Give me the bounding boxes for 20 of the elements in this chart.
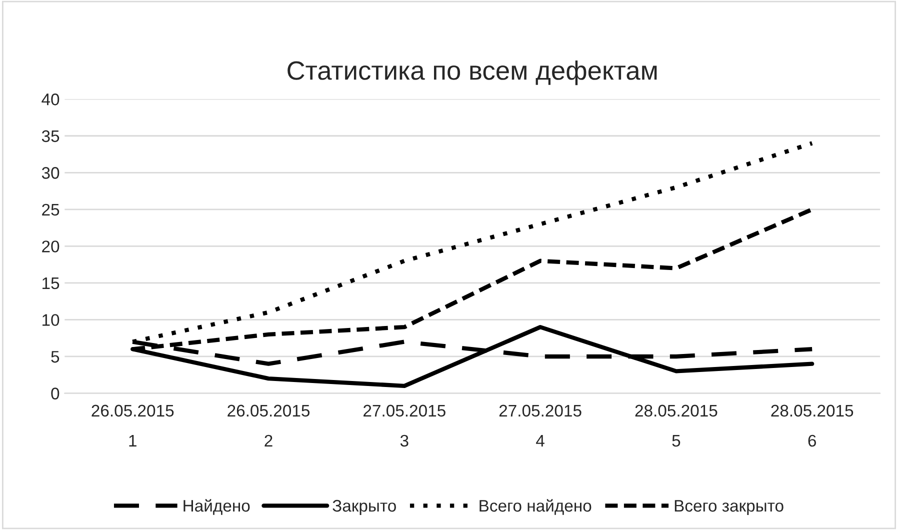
x-tick-label: 26.05.2015 1 [92, 404, 174, 446]
y-tick-label: 15 [42, 278, 60, 290]
x-tick-label: 26.05.2015 2 [228, 404, 310, 446]
chart-title: Статистика по всем дефектам [288, 60, 657, 86]
x-tick-label: 28.05.2015 6 [771, 404, 854, 447]
y-tick-label: 35 [42, 130, 60, 142]
x-tick-label: 27.05.2015 3 [364, 404, 446, 447]
y-tick-label: 10 [42, 314, 60, 326]
y-tick-label: 5 [51, 351, 60, 363]
legend-label: Всего закрыто [674, 500, 784, 515]
y-tick-label: 20 [42, 240, 60, 252]
legend-label: Всего найдено [480, 499, 592, 515]
x-tick-label: 27.05.2015 4 [499, 404, 582, 446]
y-tick-label: 0 [51, 388, 60, 400]
legend-label: Найдено [184, 499, 250, 515]
y-tick-label: 40 [42, 94, 60, 106]
x-tick-label: 28.05.2015 5 [635, 404, 718, 447]
y-tick-label: 30 [42, 167, 60, 179]
y-tick-label: 25 [42, 204, 60, 216]
legend-label: Закрыто [332, 500, 396, 515]
